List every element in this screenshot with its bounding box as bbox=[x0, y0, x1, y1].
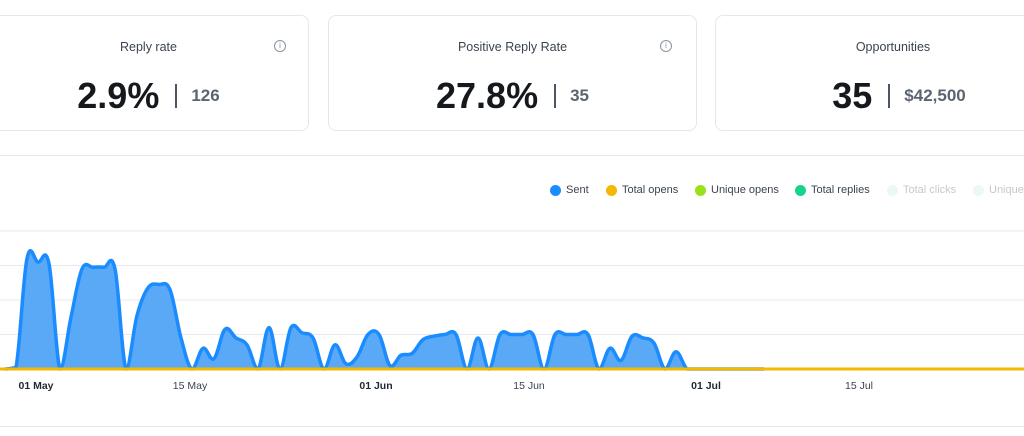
x-tick-label: 15 Jul bbox=[845, 380, 873, 392]
legend-item-total-clicks[interactable]: Total clicks bbox=[887, 184, 956, 196]
legend-item-unique-opens[interactable]: Unique opens bbox=[695, 184, 779, 196]
legend-label: Total clicks bbox=[903, 184, 957, 196]
x-tick-label: 01 Jul bbox=[691, 380, 721, 392]
divider bbox=[554, 84, 557, 108]
reply-count-value: 126 bbox=[191, 86, 220, 105]
legend-dot-icon bbox=[973, 184, 984, 196]
x-tick-label: 01 Jun bbox=[359, 380, 392, 392]
legend-label: Unique bbox=[989, 184, 1024, 196]
info-icon[interactable]: i bbox=[660, 40, 672, 52]
legend-dot-icon bbox=[795, 184, 806, 196]
legend-label: Total replies bbox=[811, 184, 870, 196]
reply-rate-value: 2.9% bbox=[77, 75, 160, 116]
x-tick-label: 01 May bbox=[18, 380, 53, 392]
legend-dot-icon bbox=[887, 184, 898, 196]
sent-line bbox=[4, 249, 764, 371]
x-tick-label: 15 Jun bbox=[513, 380, 545, 392]
opportunities-card: Opportunities 35 $42,500 bbox=[715, 15, 1024, 131]
metric-row: 27.8% 35 bbox=[329, 76, 696, 116]
x-tick-label: 15 May bbox=[173, 380, 208, 392]
legend-item-total-replies[interactable]: Total replies bbox=[795, 184, 870, 196]
legend-dot-icon bbox=[695, 184, 706, 196]
positive-reply-rate-value: 27.8% bbox=[436, 75, 539, 116]
card-label: Positive Reply Rate bbox=[457, 40, 568, 54]
legend-item-unique[interactable]: Unique bbox=[973, 184, 1024, 196]
positive-reply-rate-card: Positive Reply Rate i 27.8% 35 bbox=[328, 15, 697, 131]
sent-area bbox=[5, 250, 764, 369]
legend-label: Sent bbox=[566, 184, 589, 196]
legend-item-total-opens[interactable]: Total opens bbox=[606, 184, 678, 196]
positive-reply-count-value: 35 bbox=[570, 86, 589, 105]
legend-label: Unique opens bbox=[711, 184, 779, 196]
opportunities-amount-value: $42,500 bbox=[904, 86, 966, 105]
legend-label: Total opens bbox=[622, 184, 679, 196]
info-icon[interactable]: i bbox=[274, 40, 286, 52]
legend-item-sent[interactable]: Sent bbox=[550, 184, 589, 196]
reply-rate-card: Reply rate i 2.9% 126 bbox=[0, 15, 309, 131]
legend-dot-icon bbox=[606, 184, 617, 196]
legend-dot-icon bbox=[550, 184, 561, 196]
metric-row: 35 $42,500 bbox=[730, 76, 1024, 116]
opportunities-value: 35 bbox=[832, 75, 873, 116]
card-label: Opportunities bbox=[855, 40, 931, 54]
card-label: Reply rate bbox=[120, 40, 177, 54]
chart-panel bbox=[0, 155, 1024, 427]
divider bbox=[175, 84, 178, 108]
metric-row: 2.9% 126 bbox=[0, 76, 308, 116]
divider bbox=[888, 84, 891, 108]
